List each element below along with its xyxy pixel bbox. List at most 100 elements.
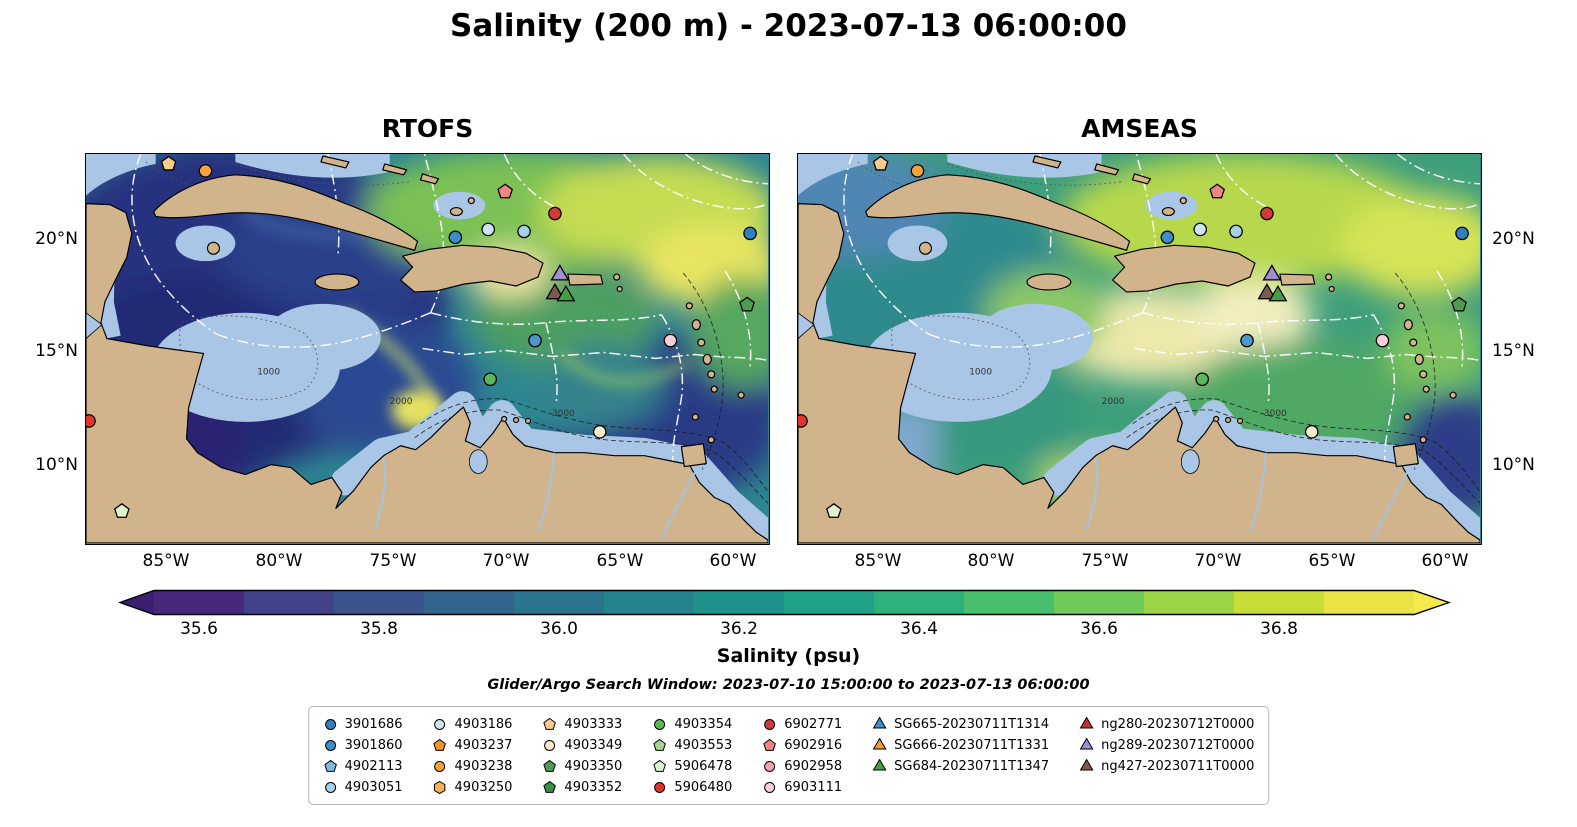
colorbar-segment — [694, 590, 785, 615]
legend-item: 3901686 — [323, 715, 403, 733]
platform-legend: 3901686 3901860 4902113 4903051 4903186 49032… — [307, 706, 1270, 805]
legend-column: ng280-20230712T0000 ng289-20230712T0000 ng… — [1079, 715, 1254, 796]
map-marker-triangle — [1262, 264, 1282, 281]
legend-item: SG666-20230711T1331 — [872, 736, 1049, 754]
panel-title-rtofs: RTOFS — [381, 114, 474, 143]
x-tick-label: 60°W — [709, 551, 757, 571]
map-marker-pentagon — [825, 503, 842, 518]
y-tick-label: 15°N — [1492, 341, 1535, 361]
legend-marker-circle — [324, 781, 336, 793]
legend-label: 6902771 — [784, 716, 843, 732]
triangle-marker-icon — [872, 758, 887, 771]
contour-label: 3000 — [1264, 409, 1287, 419]
triangle-marker-icon — [872, 737, 887, 750]
legend-marker-circle — [544, 739, 556, 751]
y-tick-label: 10°N — [35, 455, 78, 475]
legend-marker-circle — [324, 718, 336, 730]
legend-label: ng280-20230712T0000 — [1101, 716, 1255, 732]
circle-marker-icon — [764, 718, 776, 730]
legend-item: ng280-20230712T0000 — [1079, 715, 1254, 733]
map-marker-circle — [198, 164, 213, 178]
legend-label: 3901860 — [344, 737, 403, 753]
legend-marker-triangle — [1079, 716, 1094, 729]
legend-marker-triangle — [872, 737, 887, 750]
search-window-subtitle: Glider/Argo Search Window: 2023-07-10 15… — [487, 677, 1090, 693]
map-marker-triangle — [545, 282, 565, 300]
y-tick-label: 15°N — [35, 341, 78, 361]
legend-marker-circle — [764, 760, 776, 772]
legend-item: 6902916 — [762, 736, 842, 754]
legend-label: 6903111 — [784, 779, 843, 795]
map-marker-circle — [481, 222, 496, 237]
pentagon-marker-icon — [543, 717, 557, 730]
x-axis-rtofs: 85°W 80°W 75°W 70°W 65°W 60°W — [85, 551, 770, 575]
legend-item: 4903352 — [542, 778, 622, 796]
map-marker-circle — [1160, 230, 1175, 245]
legend-item: SG684-20230711T1347 — [872, 757, 1049, 775]
legend-item: 4903238 — [433, 757, 512, 775]
x-tick-label: 60°W — [1421, 551, 1469, 571]
colorbar — [117, 589, 1452, 616]
legend-marker-pentagon — [543, 780, 557, 793]
map-marker-circle — [592, 425, 607, 439]
legend-item: 6902771 — [762, 715, 842, 733]
legend-label: SG666-20230711T1331 — [894, 737, 1050, 753]
legend-marker-hexagon — [434, 780, 446, 794]
map-marker-circle — [528, 333, 542, 348]
map-marker-circle — [798, 414, 808, 428]
legend-label: 5906478 — [674, 758, 733, 774]
legend-marker-circle — [654, 781, 666, 793]
legend-marker-triangle — [1079, 758, 1094, 771]
map-marker-circle — [1375, 333, 1390, 348]
y-tick-label: 10°N — [1492, 455, 1535, 475]
contour-label: 3000 — [552, 409, 575, 419]
x-tick-label: 75°W — [369, 551, 417, 571]
colorbar-segment — [874, 590, 965, 615]
legend-item: 4903350 — [542, 757, 622, 775]
circle-marker-icon — [434, 718, 446, 730]
legend-item: 4903333 — [542, 715, 622, 733]
legend-item: 4903186 — [433, 715, 512, 733]
x-tick-label: 65°W — [1308, 551, 1356, 571]
legend-label: 6902958 — [784, 758, 843, 774]
legend-marker-pentagon — [763, 738, 777, 751]
pentagon-marker-icon — [653, 738, 667, 751]
colorbar-segment — [334, 590, 425, 615]
map-marker-pentagon — [1209, 183, 1226, 199]
colorbar-segment — [424, 590, 515, 615]
legend-marker-triangle — [872, 716, 887, 729]
legend-label: SG665-20230711T1314 — [894, 716, 1050, 732]
map-marker-circle — [663, 333, 678, 348]
pentagon-marker-icon — [323, 759, 337, 772]
colorbar-segment — [784, 590, 875, 615]
y-tick-label: 20°N — [35, 229, 78, 249]
legend-item: 4902113 — [323, 757, 403, 775]
map-marker-triangle — [556, 284, 576, 302]
legend-marker-circle — [654, 718, 666, 730]
map-marker-circle — [86, 414, 96, 428]
legend-label: 4903354 — [674, 716, 733, 732]
legend-column: 6902771 6902916 6902958 6903111 — [762, 715, 842, 796]
legend-item: 4903349 — [542, 736, 622, 754]
colorbar-segment — [1234, 590, 1325, 615]
legend-marker-pentagon — [543, 759, 557, 772]
map-marker-triangle — [1257, 282, 1277, 300]
legend-label: 5906480 — [674, 779, 733, 795]
legend-label: 4903553 — [674, 737, 733, 753]
map-marker-pentagon — [1451, 296, 1467, 312]
map-marker-triangle — [550, 264, 570, 281]
pentagon-marker-icon — [543, 759, 557, 772]
map-marker-circle — [910, 164, 925, 178]
legend-item: 4903553 — [652, 736, 732, 754]
legend-marker-circle — [324, 739, 336, 751]
legend-marker-pentagon — [653, 738, 667, 751]
contour-label: 2000 — [390, 397, 413, 407]
panel-title-amseas: AMSEAS — [1081, 114, 1198, 143]
pentagon-marker-icon — [653, 759, 667, 772]
contour-label: 2000 — [1102, 397, 1125, 407]
legend-marker-pentagon — [543, 717, 557, 730]
map-annotations: 1000 2000 3000 — [86, 155, 757, 518]
x-tick-label: 65°W — [596, 551, 644, 571]
colorbar-label: Salinity (psu) — [716, 645, 861, 667]
